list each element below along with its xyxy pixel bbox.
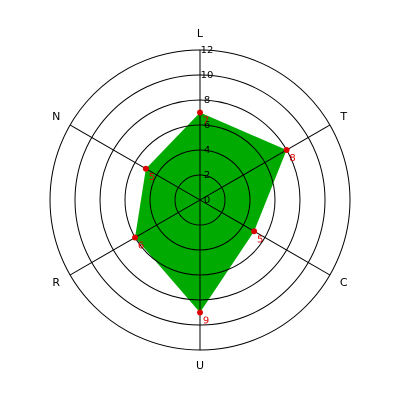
data-point <box>142 165 149 172</box>
category-label: T <box>339 110 347 123</box>
r-tick-label: 10 <box>201 70 214 81</box>
data-point <box>251 228 258 235</box>
axis-spoke <box>69 124 201 201</box>
value-label: 7 <box>203 116 209 127</box>
r-tick-label: 0 <box>204 195 210 206</box>
r-tick-label: 8 <box>204 95 210 106</box>
r-tick-label: 2 <box>204 170 210 181</box>
category-label: C <box>340 276 348 289</box>
r-tick-label: 4 <box>204 145 210 156</box>
value-label: 9 <box>203 316 209 327</box>
category-label: U <box>196 359 204 372</box>
data-point <box>283 147 290 153</box>
category-label: N <box>52 110 60 123</box>
value-label: 6 <box>138 241 144 252</box>
value-label: 5 <box>149 172 155 183</box>
axis-spoke <box>199 124 331 201</box>
data-point <box>132 234 139 241</box>
value-label: 5 <box>257 234 263 245</box>
category-label: R <box>52 276 60 289</box>
value-label: 8 <box>289 153 295 164</box>
axis-spoke <box>199 199 331 276</box>
data-point <box>197 309 203 316</box>
r-tick-label: 6 <box>204 120 210 131</box>
data-area <box>135 112 287 313</box>
category-label: L <box>197 27 204 40</box>
data-point <box>197 109 203 116</box>
r-tick-label: 12 <box>201 45 214 56</box>
